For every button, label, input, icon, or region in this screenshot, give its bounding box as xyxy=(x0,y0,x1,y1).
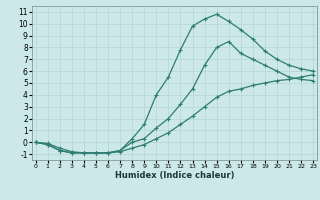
X-axis label: Humidex (Indice chaleur): Humidex (Indice chaleur) xyxy=(115,171,234,180)
